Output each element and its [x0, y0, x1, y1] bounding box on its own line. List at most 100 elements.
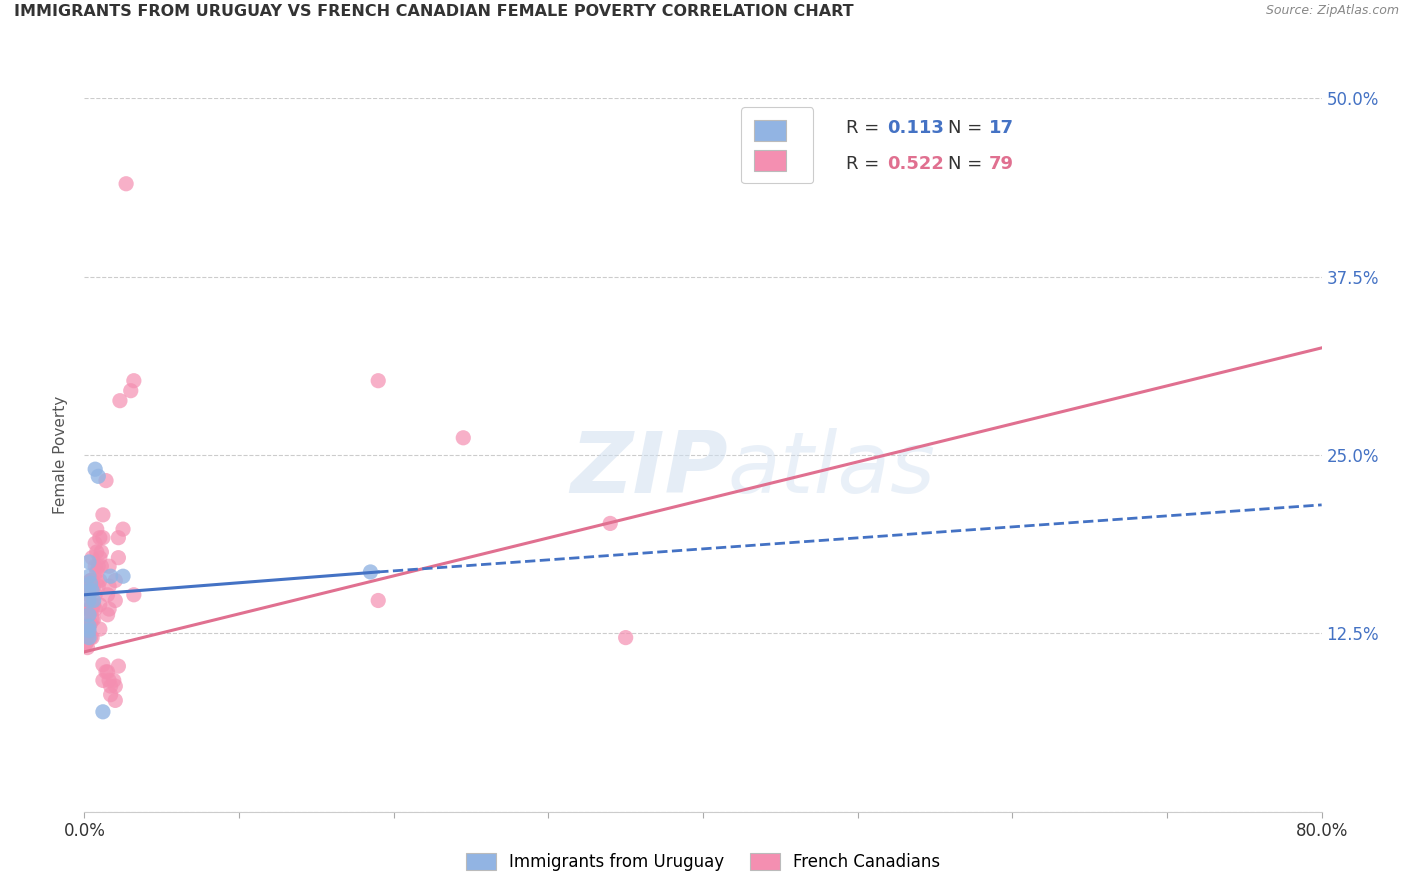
Point [100, 688, 122, 702]
Point [107, 531, 129, 545]
Point [79, 574, 101, 588]
Point [84, 602, 107, 616]
Point [97, 588, 120, 602]
Text: IMMIGRANTS FROM URUGUAY VS FRENCH CANADIAN FEMALE POVERTY CORRELATION CHART: IMMIGRANTS FROM URUGUAY VS FRENCH CANADI… [14, 4, 853, 20]
Point [112, 522, 135, 536]
Text: R =: R = [846, 155, 886, 173]
Point [367, 374, 389, 388]
Point [79, 631, 101, 645]
Point [367, 593, 389, 607]
Point [77, 619, 100, 633]
Text: atlas: atlas [728, 427, 936, 511]
Text: 0.113: 0.113 [887, 120, 943, 137]
Point [89, 550, 111, 565]
Point [87, 559, 110, 574]
Point [79, 602, 101, 616]
Point [97, 607, 120, 622]
Point [84, 536, 107, 550]
Legend: Immigrants from Uruguay, French Canadians: Immigrants from Uruguay, French Canadian… [458, 845, 948, 880]
Point [98, 602, 121, 616]
Point [76, 612, 98, 626]
Point [91, 657, 114, 672]
Point [76, 626, 98, 640]
Point [83, 593, 105, 607]
Point [98, 673, 121, 688]
Point [77, 569, 100, 583]
Point [104, 574, 127, 588]
Point [79, 574, 101, 588]
Point [115, 177, 138, 191]
Text: R =: R = [846, 120, 886, 137]
Point [104, 693, 127, 707]
Point [107, 550, 129, 565]
Point [75, 636, 97, 650]
Point [77, 583, 100, 598]
Point [87, 579, 110, 593]
Point [76, 588, 98, 602]
Point [103, 673, 125, 688]
Point [108, 393, 131, 408]
Point [76, 640, 98, 655]
Point [100, 679, 122, 693]
Point [90, 559, 112, 574]
Point [76, 602, 98, 616]
Point [76, 619, 98, 633]
Point [89, 622, 111, 636]
Point [77, 555, 100, 569]
Text: 17: 17 [988, 120, 1014, 137]
Point [87, 469, 110, 483]
Point [77, 579, 100, 593]
Point [77, 607, 100, 622]
Text: N =: N = [948, 155, 988, 173]
Point [79, 602, 101, 616]
Point [360, 565, 382, 579]
Point [107, 659, 129, 673]
Point [84, 559, 107, 574]
Point [122, 588, 145, 602]
Point [86, 574, 108, 588]
Point [86, 522, 108, 536]
Point [82, 598, 104, 612]
Point [77, 624, 100, 638]
Point [94, 665, 117, 679]
Point [112, 569, 135, 583]
Point [79, 576, 101, 591]
Point [83, 579, 105, 593]
Point [91, 673, 114, 688]
Point [82, 583, 104, 598]
Text: ZIP: ZIP [569, 427, 728, 511]
Point [83, 612, 105, 626]
Point [100, 569, 122, 583]
Point [94, 474, 117, 488]
Point [122, 374, 145, 388]
Point [453, 431, 475, 445]
Point [84, 462, 107, 476]
Point [82, 631, 104, 645]
Point [89, 598, 111, 612]
Point [91, 531, 114, 545]
Point [98, 579, 121, 593]
Point [89, 531, 111, 545]
Point [79, 616, 101, 631]
Point [104, 679, 127, 693]
Point [86, 565, 108, 579]
Y-axis label: Female Poverty: Female Poverty [53, 396, 69, 514]
Point [77, 588, 100, 602]
Text: N =: N = [948, 120, 988, 137]
Point [82, 574, 104, 588]
Point [75, 636, 97, 650]
Text: 79: 79 [988, 155, 1014, 173]
Point [84, 588, 107, 602]
Point [82, 612, 104, 626]
Point [91, 508, 114, 522]
Point [614, 631, 637, 645]
Text: 0.522: 0.522 [887, 155, 943, 173]
Point [98, 559, 121, 574]
Point [599, 516, 621, 531]
Point [90, 545, 112, 559]
Point [91, 705, 114, 719]
Point [77, 619, 100, 633]
Point [77, 631, 100, 645]
Point [82, 602, 104, 616]
Point [97, 665, 120, 679]
